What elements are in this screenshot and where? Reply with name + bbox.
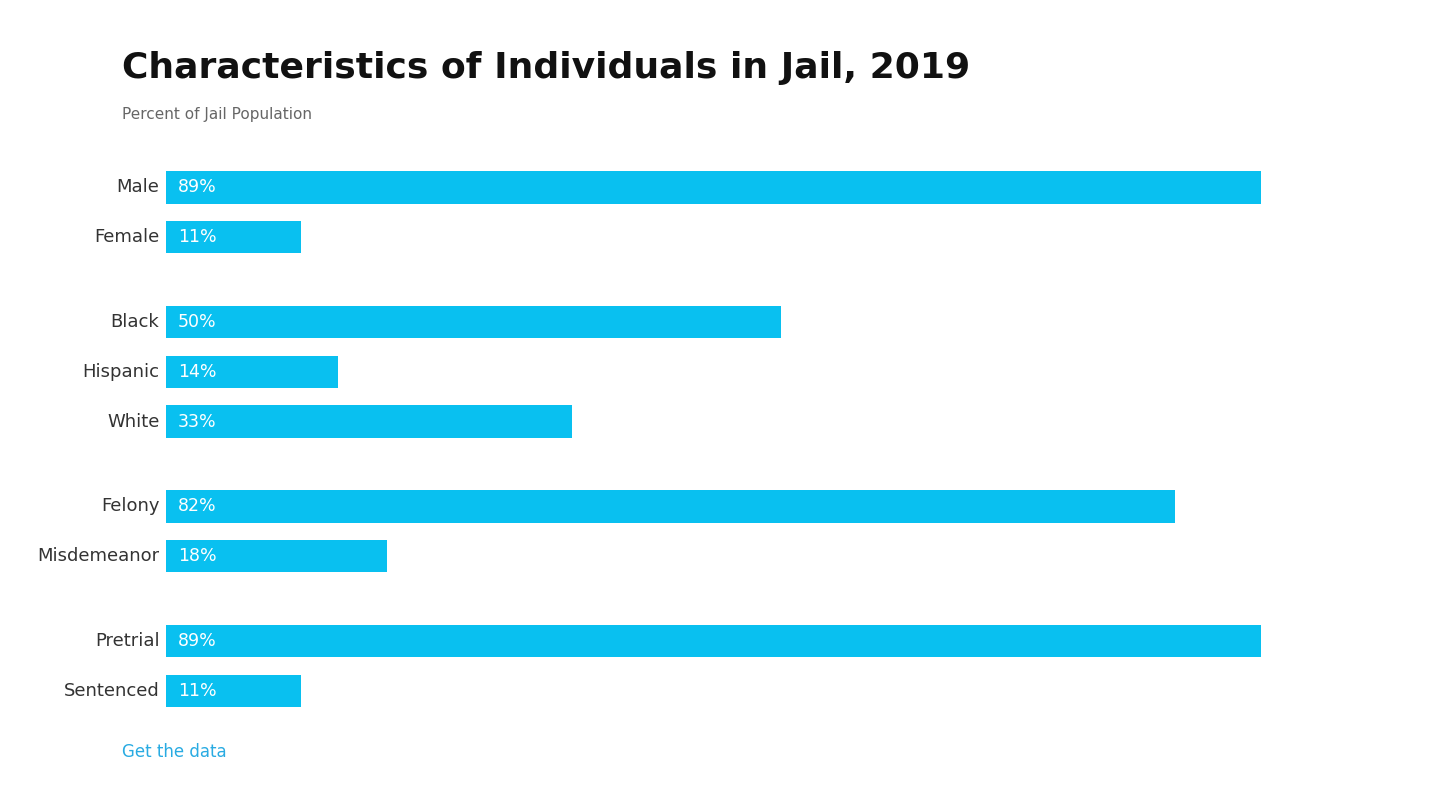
Text: 50%: 50% bbox=[179, 313, 216, 331]
Text: 11%: 11% bbox=[179, 682, 216, 700]
Bar bbox=[166, 540, 387, 573]
Text: White: White bbox=[107, 413, 160, 430]
Text: 14%: 14% bbox=[179, 363, 216, 380]
Text: Percent of Jail Population: Percent of Jail Population bbox=[122, 107, 312, 122]
Bar bbox=[166, 490, 1175, 523]
Bar bbox=[166, 675, 301, 707]
Text: 33%: 33% bbox=[179, 413, 216, 430]
Text: 89%: 89% bbox=[179, 632, 216, 650]
Text: Sentenced: Sentenced bbox=[63, 682, 160, 700]
Bar bbox=[166, 625, 1261, 657]
Bar bbox=[166, 406, 572, 438]
Bar bbox=[166, 221, 301, 253]
Text: Black: Black bbox=[111, 313, 160, 331]
Text: 11%: 11% bbox=[179, 229, 216, 246]
Text: 89%: 89% bbox=[179, 179, 216, 196]
Text: Misdemeanor: Misdemeanor bbox=[37, 547, 160, 566]
Text: Get the data: Get the data bbox=[122, 743, 228, 761]
Bar bbox=[166, 356, 338, 388]
Text: Hispanic: Hispanic bbox=[82, 363, 160, 380]
Text: Male: Male bbox=[117, 179, 160, 196]
Bar bbox=[166, 171, 1261, 203]
Bar bbox=[166, 306, 782, 339]
Text: Felony: Felony bbox=[101, 498, 160, 516]
Text: Characteristics of Individuals in Jail, 2019: Characteristics of Individuals in Jail, … bbox=[122, 51, 971, 85]
Text: Pretrial: Pretrial bbox=[95, 632, 160, 650]
Text: 82%: 82% bbox=[179, 498, 216, 516]
Text: Female: Female bbox=[94, 229, 160, 246]
Text: 18%: 18% bbox=[179, 547, 216, 566]
